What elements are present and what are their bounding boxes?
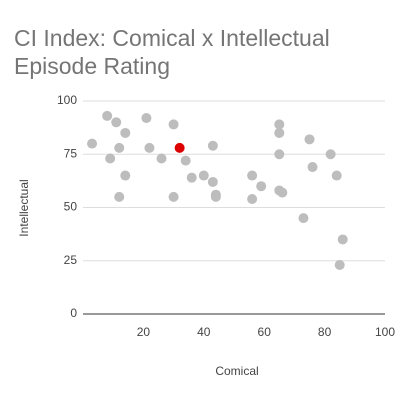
chart-title: CI Index: Comical x Intellectual (14, 25, 330, 51)
point (114, 191, 125, 202)
point (111, 117, 122, 128)
point (256, 181, 267, 192)
x-tick-label: 60 (258, 325, 272, 339)
x-tick-label: 20 (137, 325, 151, 339)
point (168, 119, 179, 130)
point (120, 170, 131, 181)
y-tick-label: 0 (70, 306, 77, 320)
y-tick-label: 50 (64, 200, 78, 214)
point (120, 127, 131, 138)
x-tick-label: 80 (318, 325, 332, 339)
point (87, 138, 98, 149)
point (247, 193, 258, 204)
point (207, 140, 218, 151)
x-axis-label: Comical (215, 364, 258, 378)
y-tick-label: 100 (57, 93, 77, 107)
point (277, 187, 288, 198)
y-tick-label: 75 (64, 146, 78, 160)
y-axis-label: Intellectual (17, 179, 31, 236)
point (247, 170, 258, 181)
x-tick-label: 40 (197, 325, 211, 339)
point (298, 213, 309, 224)
point (105, 153, 116, 164)
x-tick-label: 100 (375, 325, 395, 339)
point (102, 110, 113, 121)
point (334, 260, 345, 271)
point (337, 234, 348, 245)
point (141, 113, 152, 124)
point (114, 142, 125, 153)
point (207, 176, 218, 187)
point (304, 134, 315, 145)
point (168, 191, 179, 202)
point (307, 162, 318, 173)
point (274, 149, 285, 160)
point (274, 127, 285, 138)
point (274, 119, 285, 130)
point (186, 172, 197, 183)
point (174, 142, 185, 153)
point (331, 170, 342, 181)
chart-title: Episode Rating (14, 53, 170, 79)
point (156, 153, 167, 164)
point (325, 149, 336, 160)
y-tick-label: 25 (64, 253, 78, 267)
point (198, 170, 209, 181)
point (144, 142, 155, 153)
point (180, 155, 191, 166)
point (210, 191, 221, 202)
